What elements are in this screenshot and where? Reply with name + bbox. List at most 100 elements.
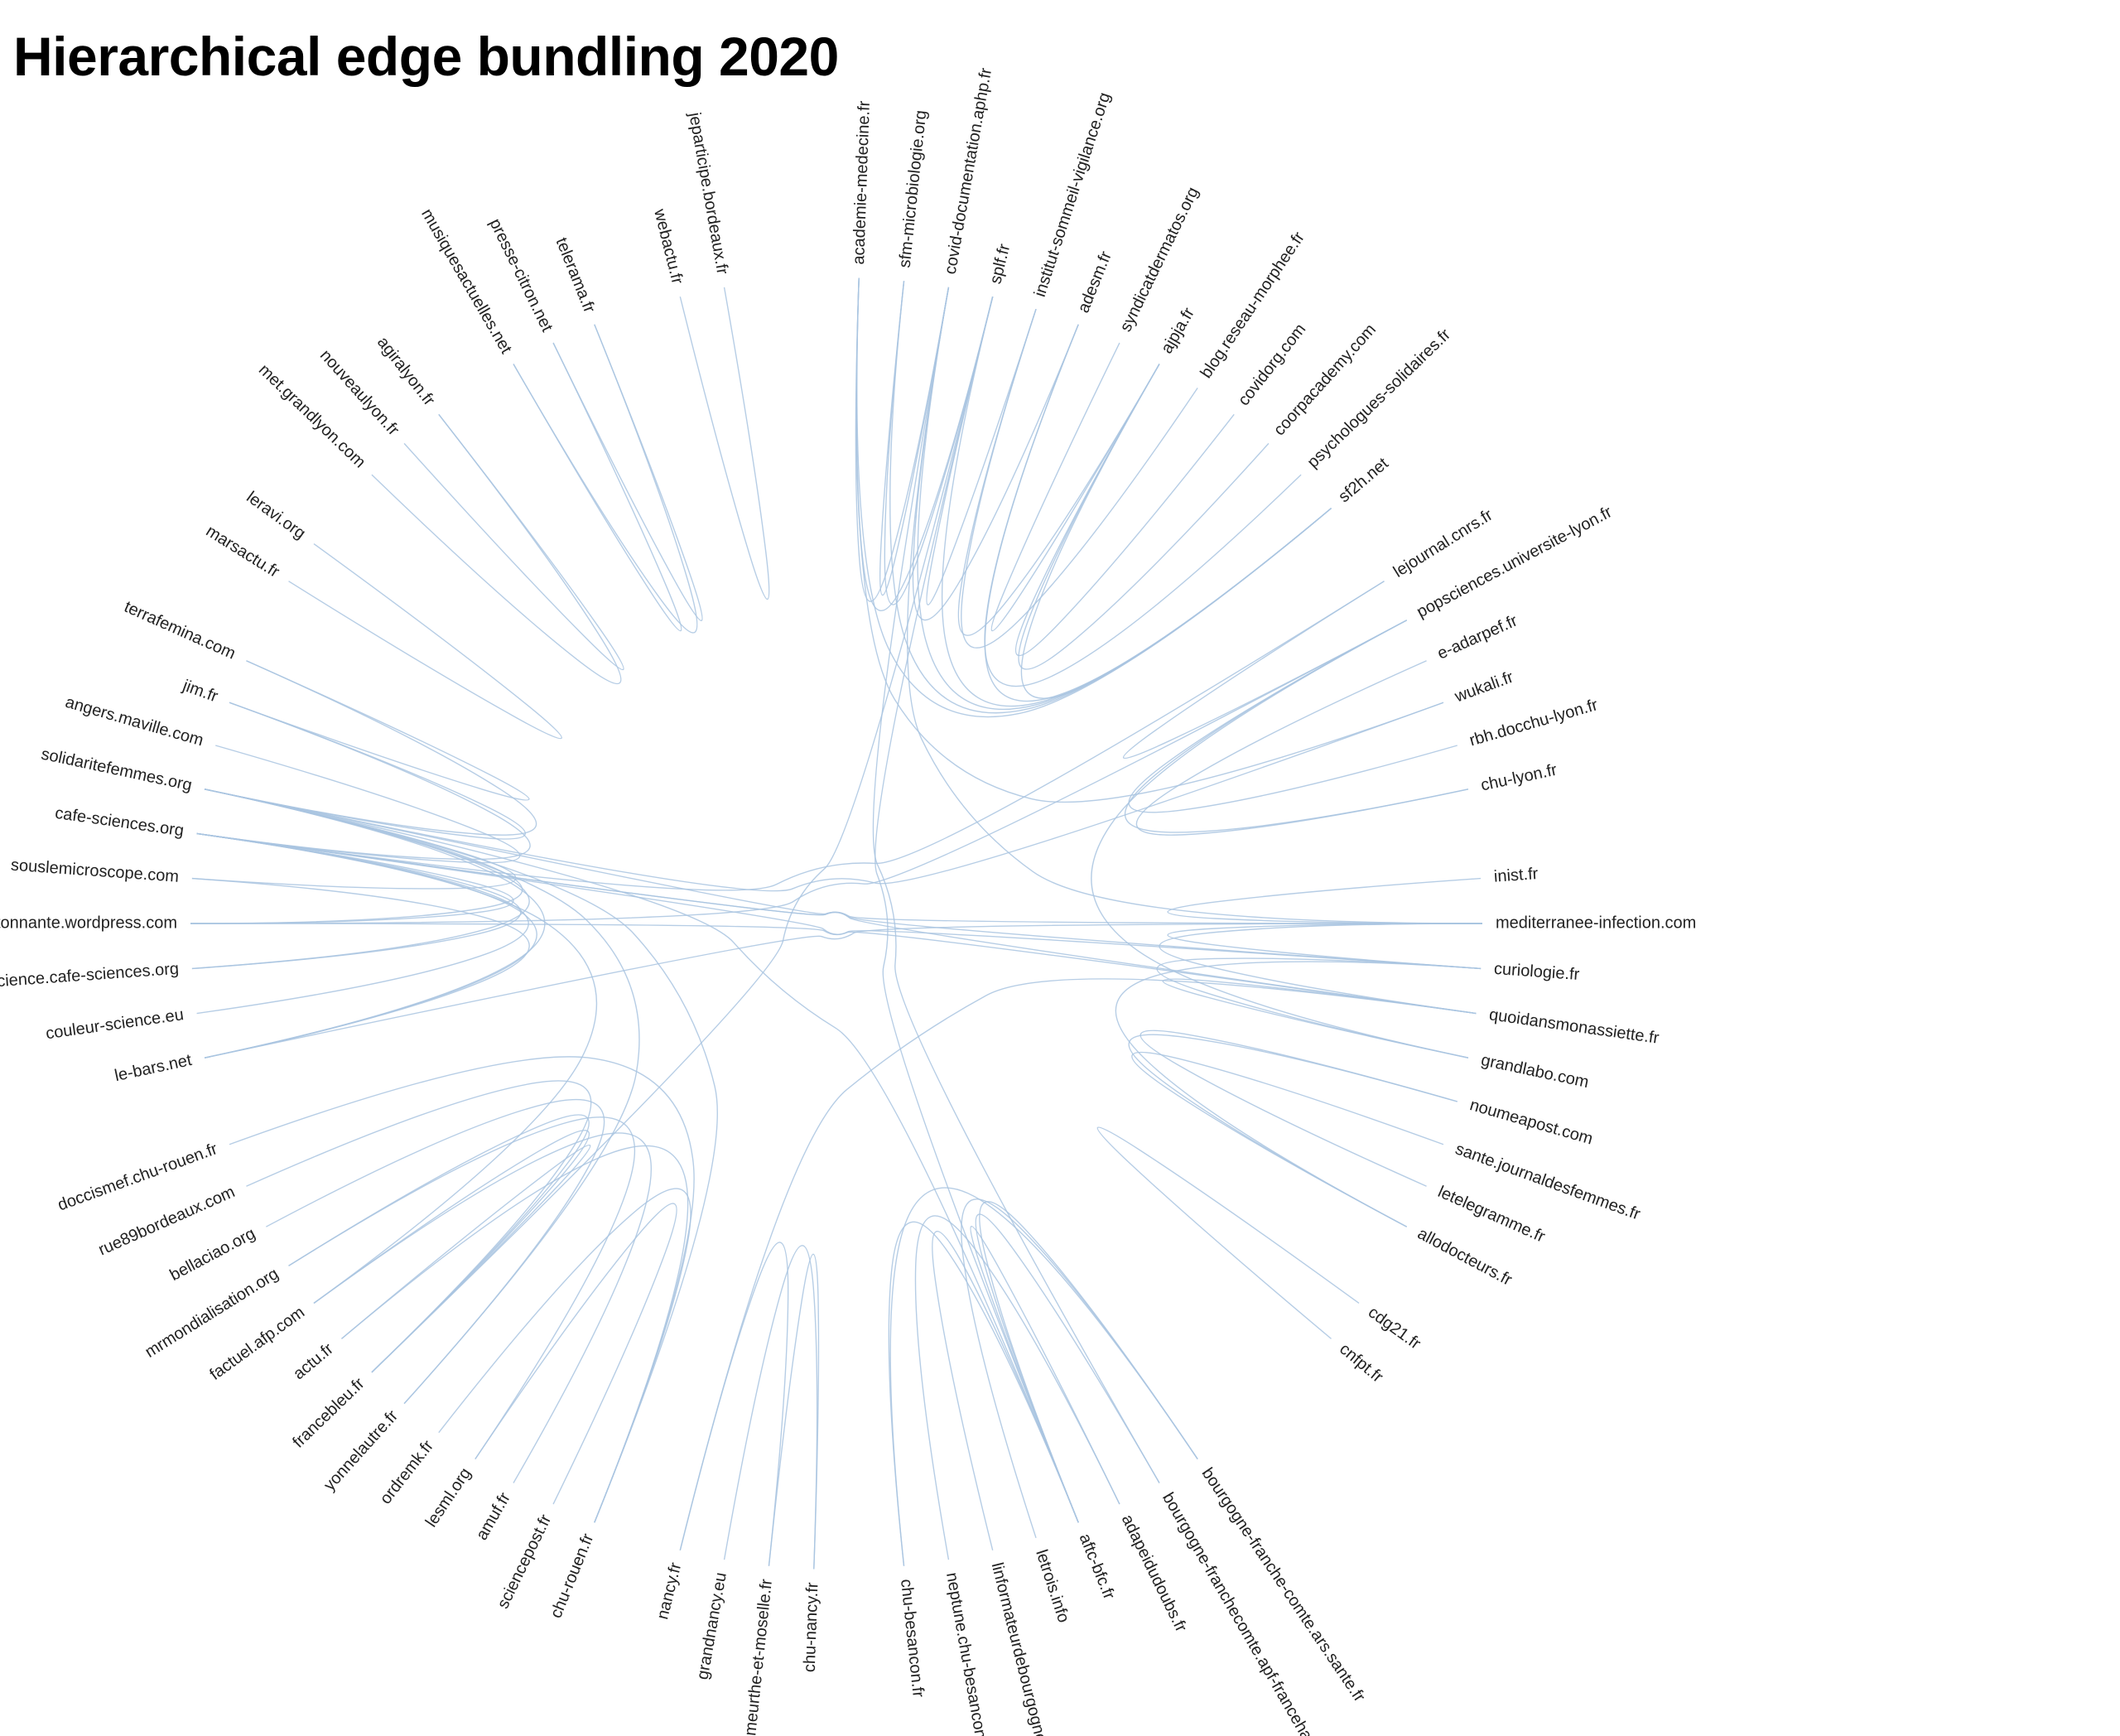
node-label-angers-maville-com: angers.maville.com	[63, 693, 205, 750]
link-sciencepost-fr--lesml-org	[475, 1203, 677, 1505]
link-presse-citron-net--telerama-fr	[552, 324, 703, 621]
node-label-chu-rouen-fr: chu-rouen.fr	[547, 1531, 598, 1621]
link-cafe-sciences-org--jim-fr	[196, 702, 531, 861]
node-label-cdg21-fr: cdg21.fr	[1365, 1303, 1424, 1353]
link-souslemicroscope-com--solidaritefemmes-org	[191, 788, 517, 890]
link-institut-sommeil-vigilance-org--ajpja-fr	[957, 308, 1160, 636]
link-adapeidudoubs-fr--aftc-bfc-fr	[970, 1226, 1120, 1523]
link-francebleu-fr--mrmondialisation-org	[288, 1114, 590, 1373]
link-adesm-fr--psychologues-solidaires-fr	[984, 324, 1302, 687]
node-label-chu-lyon-fr: chu-lyon.fr	[1479, 761, 1559, 795]
node-label-terrafemina-com: terrafemina.com	[122, 598, 238, 663]
link-bourgogne-franche-comte-ars-sante-fr--letrois-info	[961, 1198, 1198, 1539]
node-label-souslemicroscope-com: souslemicroscope.com	[10, 856, 179, 886]
node-label-letrois-info: letrois.info	[1032, 1547, 1072, 1624]
link-bourgogne-franchecomte-apf-francehandicap-org--covid-documentation-aphp-fr	[872, 287, 1160, 1483]
node-label-bellaciao-org: bellaciao.org	[167, 1224, 258, 1285]
node-label-agiralyon-fr: agiralyon.fr	[373, 334, 438, 410]
link-sante-journaldesfemmes-fr--allodocteurs-fr	[1131, 1051, 1444, 1227]
node-label-leravi-org: leravi.org	[243, 488, 308, 542]
link-musiquesactuelles-net--presse-citron-net	[513, 342, 682, 632]
link-splf-fr--aftc-bfc-fr	[874, 296, 1079, 1523]
link-bourgogne-franchecomte-apf-francehandicap-org--aftc-bfc-fr	[975, 1213, 1160, 1523]
node-label-covid-documentation-aphp-fr: covid-documentation.aphp.fr	[942, 66, 996, 276]
node-label-psychologues-solidaires-fr: psychologues-solidaires.fr	[1303, 326, 1454, 472]
link-popsciences-universite-lyon-fr--rbh-docchu-lyon-fr	[1128, 620, 1458, 813]
link-cdg21-fr--cnfpt-fr	[1096, 1126, 1360, 1339]
link-scienceetonnante-wordpress-com--cafe-sciences-org	[190, 832, 514, 924]
link-francebleu-fr--factuel-afp-com	[313, 1130, 590, 1373]
node-label-grandnancy-eu: grandnancy.eu	[694, 1571, 730, 1681]
node-label-aftc-bfc-fr: aftc-bfc.fr	[1076, 1531, 1119, 1603]
link-quoidansmonassiette-fr--nancy-fr	[679, 978, 1477, 1550]
node-label-noumeapost-com: noumeapost.com	[1467, 1096, 1595, 1148]
node-label-blog-reseau-morphee-fr: blog.reseau-morphee.fr	[1197, 229, 1308, 382]
link-marsactu-fr--leravi-org	[288, 542, 562, 740]
node-label-allodocteurs-fr: allodocteurs.fr	[1414, 1224, 1515, 1290]
link-solidaritefemmes-org--terrafemina-com	[204, 660, 537, 836]
node-label-wukali-fr: wukali.fr	[1452, 668, 1516, 706]
node-label-chu-nancy-fr: chu-nancy.fr	[801, 1582, 822, 1673]
node-label-sfm-microbiologie-org: sfm-microbiologie.org	[896, 109, 931, 268]
node-label-cafe-sciences-org: cafe-sciences.org	[54, 804, 185, 841]
node-label-solidaritefemmes-org: solidaritefemmes.org	[40, 745, 194, 794]
link-mediterranee-infection-com--le-bars-net	[204, 923, 1483, 1058]
node-label-nancy-fr: nancy.fr	[653, 1560, 685, 1621]
link-ajpja-fr--covidorg-com	[1014, 364, 1235, 657]
node-label-popsciences-universite-lyon-fr: popsciences.universite-lyon.fr	[1414, 503, 1615, 621]
link-meurthe-et-moselle-fr--nancy-fr	[679, 1242, 789, 1566]
node-label-sciencepost-fr: sciencepost.fr	[494, 1512, 555, 1612]
link-cafe-sciences-org--quoidansmonassiette-fr	[196, 832, 1477, 1015]
node-label-letelegramme-fr: letelegramme.fr	[1435, 1183, 1548, 1247]
link-bourgogne-franche-comte-ars-sante-fr--chu-besancon-fr	[889, 1187, 1198, 1566]
link-wukali-fr--academie-medecine-fr	[855, 277, 1444, 803]
link-ajpja-fr--sf2h-net	[1020, 364, 1332, 699]
link-curiologie-fr--grandlabo-com	[1156, 957, 1482, 1058]
link-e-adarpef-fr--chu-lyon-fr	[1135, 660, 1469, 836]
link-francebleu-fr--rue89bordeaux-com	[246, 1080, 592, 1373]
link-mediterranee-infection-com--inist-fr	[1167, 877, 1483, 924]
link-chu-rouen-fr--actu-fr	[341, 1145, 689, 1523]
link-letelegramme-fr--noumeapost-com	[1140, 1030, 1458, 1187]
link-adapeidudoubs-fr--neptune-chu-besancon-fr	[914, 1215, 1120, 1560]
link-chu-nancy-fr--meurthe-et-moselle-fr	[768, 1253, 820, 1570]
link-academie-medecine-fr--covid-documentation-aphp-fr	[855, 277, 950, 602]
node-label-mediterranee-infection-com: mediterranee-infection.com	[1496, 914, 1696, 932]
link-met-grandlyon-com--agiralyon-fr	[371, 413, 622, 684]
link-le-bars-net--solidaritefemmes-org	[204, 788, 546, 1058]
node-label-bourgogne-franchecomte-apf-francehandicap-org: bourgogne-franchecomte.apf-francehandica…	[1159, 1489, 1354, 1736]
node-label-academie-medecine-fr: academie-medecine.fr	[850, 100, 874, 265]
page-title: Hierarchical edge bundling 2020	[13, 26, 839, 87]
link-chu-rouen-fr--ordremk-fr	[438, 1188, 691, 1523]
link-solidaritefemmes-org--jim-fr	[204, 702, 526, 840]
link-jim-fr--terrafemina-com	[229, 660, 530, 801]
link-covid-documentation-aphp-fr--mediterranee-infection-com	[907, 287, 1483, 924]
labels-layer: academie-medecine.fr sfm-microbiologie.or…	[0, 66, 1696, 1736]
node-label-e-adarpef-fr: e-adarpef.fr	[1434, 611, 1520, 663]
node-label-science-cafe-sciences-org: science.cafe-sciences.org	[0, 960, 180, 991]
link-splf-fr--francebleu-fr	[371, 296, 994, 1373]
link-musiquesactuelles-net--telerama-fr	[513, 324, 698, 634]
link-ajpja-fr--coorpacademy-com	[1018, 364, 1270, 670]
link-mediterranee-infection-com--curiologie-fr	[1167, 923, 1483, 970]
link-science-cafe-sciences-org--solidaritefemmes-org	[191, 788, 530, 970]
node-label-ordremk-fr: ordremk.fr	[377, 1437, 438, 1508]
node-label-inist-fr: inist.fr	[1493, 865, 1539, 886]
link-amuf-fr--factuel-afp-com	[313, 1132, 652, 1483]
node-label-jim-fr: jim.fr	[180, 677, 220, 706]
link-chu-rouen-fr--doccismef-chu-rouen-fr	[229, 1056, 695, 1523]
node-label-curiologie-fr: curiologie.fr	[1493, 960, 1580, 984]
link-popsciences-universite-lyon-fr--chu-lyon-fr	[1124, 620, 1469, 833]
link-institut-sommeil-vigilance-org--blog-reseau-morphee-fr	[961, 308, 1198, 649]
node-label-cnfpt-fr: cnfpt.fr	[1336, 1340, 1386, 1386]
node-label-marsactu-fr: marsactu.fr	[203, 522, 283, 581]
node-label-le-bars-net: le-bars.net	[113, 1051, 194, 1085]
link-chu-nancy-fr--grandnancy-eu	[723, 1245, 818, 1570]
link-aftc-bfc-fr--chu-besancon-fr	[888, 1221, 1079, 1566]
link-grandlabo-com--popsciences-universite-lyon-fr	[1091, 620, 1469, 1058]
link-mediterranee-infection-com--quoidansmonassiette-fr	[1159, 923, 1483, 1015]
link-sfm-microbiologie-org--sf2h-net	[889, 281, 1332, 714]
node-label-splf-fr: splf.fr	[986, 242, 1014, 286]
link-webactu-fr--jeparticipe-bordeaux-fr	[679, 287, 770, 600]
node-label-chu-besancon-fr: chu-besancon.fr	[897, 1578, 928, 1698]
